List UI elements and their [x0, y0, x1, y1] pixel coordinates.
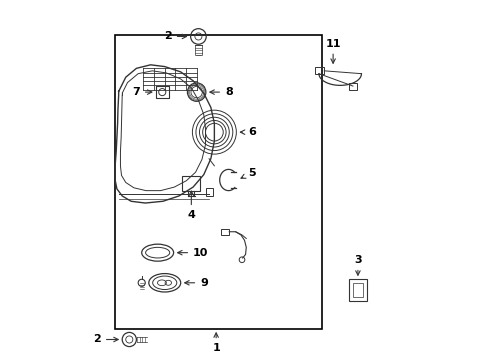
- Bar: [182, 176, 200, 191]
- Text: 11: 11: [325, 39, 340, 63]
- Text: 8: 8: [209, 87, 232, 97]
- Bar: [205, 188, 212, 196]
- Text: 5: 5: [241, 168, 255, 178]
- Bar: [352, 283, 363, 297]
- Bar: [348, 279, 366, 301]
- Text: 3: 3: [353, 255, 361, 275]
- Bar: [115, 35, 322, 329]
- Text: 10: 10: [177, 248, 208, 258]
- Bar: [315, 67, 324, 74]
- Text: 9: 9: [184, 278, 207, 288]
- Text: 2: 2: [93, 334, 118, 345]
- Text: 7: 7: [132, 87, 152, 97]
- Bar: [348, 82, 356, 90]
- Text: 2: 2: [164, 31, 186, 41]
- Bar: [156, 86, 168, 99]
- Bar: [221, 229, 229, 235]
- Text: 1: 1: [212, 333, 220, 354]
- Text: 6: 6: [240, 127, 255, 137]
- Text: 4: 4: [187, 191, 195, 220]
